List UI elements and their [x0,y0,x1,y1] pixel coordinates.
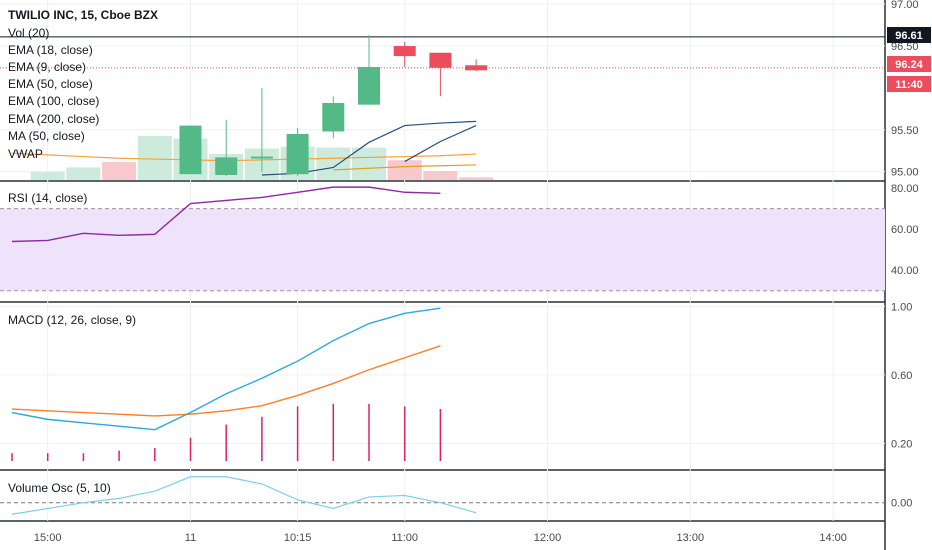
legend-ema-18: EMA (18, close) [8,43,93,57]
candle-up[interactable] [286,133,309,175]
time-tick-label: 15:00 [34,532,62,544]
price-tick-label: 97.00 [891,0,919,11]
price-tick-label: 95.50 [891,125,919,137]
time-tick-label: 11:00 [391,532,418,544]
volume-bar [102,162,137,180]
price-tick-label: 96.50 [891,41,919,53]
svg-text:96.61: 96.61 [895,30,923,42]
volume-bar [316,147,351,180]
vwap-line [333,164,477,171]
legend-ma-50: MA (50, close) [8,129,85,143]
macd-tick-label: 0.20 [891,438,912,450]
volume-bar [30,171,65,180]
macd-tick-label: 1.00 [891,301,912,313]
volume-osc-pane[interactable] [0,476,885,515]
rsi-tick-label: 60.00 [891,224,919,236]
legend-ema-100: EMA (100, close) [8,94,99,108]
volume-bar [66,167,101,180]
last-price-badge: 96.24 [887,56,931,72]
macd-line [11,307,441,431]
candle-down[interactable] [393,46,416,57]
volume-bar [423,171,458,180]
candle-down[interactable] [429,52,452,68]
svg-text:96.24: 96.24 [895,59,923,71]
legend-ema-50: EMA (50, close) [8,77,93,91]
time-tick-label: 10:15 [284,532,312,544]
ema-slow-line [404,125,477,163]
countdown-badge: 11:40 [887,76,931,92]
price-axis[interactable]: 97.00 96.50 95.50 95.00 80.00 60.00 40.00 1.00 0… [891,0,919,510]
volume-bar [352,147,386,180]
rsi-band [0,208,885,291]
volume-osc-title: Volume Osc (5, 10) [8,481,111,495]
osc-tick-label: 0.00 [891,498,912,510]
rsi-tick-label: 40.00 [891,265,919,277]
macd-signal-line [11,345,441,417]
volume-osc-line [11,476,477,515]
rsi-title: RSI (14, close) [8,191,87,205]
macd-tick-label: 0.60 [891,370,912,382]
volume-bar [137,135,172,180]
legend-vol: Vol (20) [8,26,49,40]
price-tick-label: 95.00 [891,167,919,179]
time-tick-label: 13:00 [677,532,705,544]
macd-pane[interactable] [11,307,442,461]
candle-up[interactable] [358,66,380,105]
candle-down[interactable] [465,65,488,71]
macd-title: MACD (12, 26, close, 9) [8,313,136,327]
volume-bar [459,177,494,180]
price-pane[interactable] [0,35,885,180]
svg-text:11:40: 11:40 [895,79,923,91]
rsi-line [11,186,441,243]
legend-vwap: VWAP [8,147,43,161]
volume-bar [387,160,422,180]
time-tick-label: 11 [185,532,196,544]
high-price-badge: 96.61 [887,27,931,43]
legend-ema-9: EMA (9, close) [8,60,86,74]
legend-ema-200: EMA (200, close) [8,112,99,126]
candle-up[interactable] [250,156,273,159]
chart-title: TWILIO INC, 15, Cboe BZX [8,8,158,22]
candle-up[interactable] [322,102,345,132]
time-axis[interactable]: 15:00 11 10:15 11:00 12:00 13:00 14:00 [34,532,847,544]
candle-up[interactable] [179,125,202,175]
time-tick-label: 14:00 [819,532,847,544]
rsi-tick-label: 80.00 [891,183,919,195]
time-tick-label: 12:00 [534,532,562,544]
candle-up[interactable] [215,157,238,175]
rsi-pane[interactable] [0,186,885,292]
ma-50-line [11,152,477,162]
